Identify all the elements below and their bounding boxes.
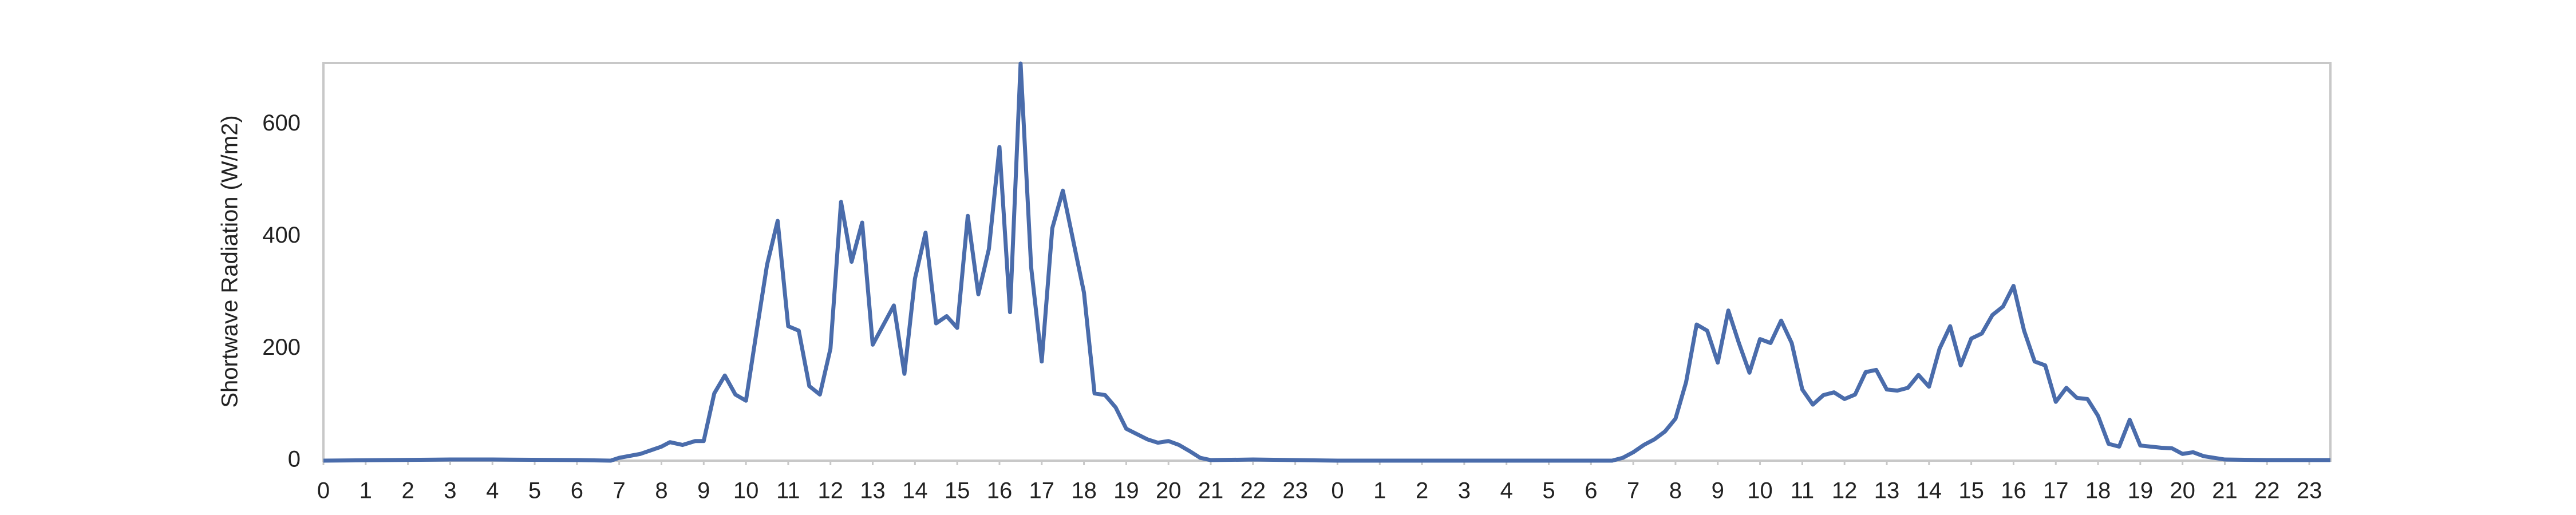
y-tick-label: 600 [262,110,301,136]
x-tick-label: 21 [1198,478,1224,504]
x-tick-label: 2 [1416,478,1428,504]
x-tick-label: 0 [1331,478,1344,504]
x-tick-label: 15 [945,478,970,504]
y-tick-label: 0 [288,447,301,472]
x-tick-label: 0 [317,478,330,504]
x-tick-label: 10 [733,478,759,504]
x-tick-label: 22 [1240,478,1266,504]
x-tick-label: 11 [776,478,800,504]
x-tick-label: 23 [2297,478,2322,504]
x-tick-label: 20 [2170,478,2195,504]
x-tick-label: 1 [359,478,372,504]
y-tick-label: 200 [262,335,301,360]
x-tick-label: 20 [1156,478,1182,504]
x-tick-label: 8 [655,478,667,504]
x-tick-label: 5 [1542,478,1555,504]
y-axis-label: Shortwave Radiation (W/m2) [218,115,243,407]
x-tick-label: 1 [1373,478,1386,504]
x-tick-label: 17 [1029,478,1055,504]
x-tick-label: 18 [1071,478,1097,504]
x-tick-label: 3 [444,478,456,504]
x-tick-label: 12 [817,478,843,504]
x-tick-label: 11 [1791,478,1815,504]
x-tick-label: 13 [1874,478,1900,504]
x-tick-label: 7 [1627,478,1639,504]
x-tick-label: 15 [1958,478,1984,504]
x-tick-label: 10 [1747,478,1773,504]
x-tick-label: 13 [860,478,886,504]
x-tick-label: 3 [1458,478,1471,504]
x-tick-label: 7 [613,478,626,504]
x-tick-label: 19 [2128,478,2154,504]
x-tick-label: 21 [2212,478,2238,504]
x-tick-label: 19 [1113,478,1139,504]
x-tick-label: 8 [1669,478,1682,504]
x-tick-label: 14 [1917,478,1942,504]
x-tick-label: 4 [486,478,499,504]
y-tick-label: 400 [262,223,301,248]
x-tick-label: 6 [571,478,583,504]
x-tick-label: 17 [2043,478,2069,504]
x-tick-label: 4 [1500,478,1513,504]
plot-frame [322,62,2332,462]
x-tick-label: 22 [2254,478,2280,504]
x-tick-label: 9 [697,478,710,504]
x-tick-label: 14 [902,478,928,504]
x-tick-label: 12 [1832,478,1858,504]
x-tick-label: 23 [1282,478,1308,504]
x-tick-label: 18 [2085,478,2111,504]
data-line [323,61,2330,463]
x-tick-label: 5 [528,478,541,504]
x-tick-label: 16 [987,478,1013,504]
x-tick-label: 9 [1712,478,1724,504]
x-tick-label: 6 [1585,478,1597,504]
x-tick-label: 16 [2001,478,2026,504]
x-tick-label: 2 [401,478,414,504]
